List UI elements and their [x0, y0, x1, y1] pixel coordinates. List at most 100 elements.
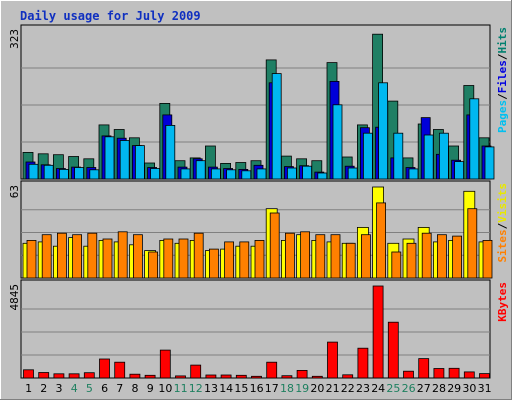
kbytes-bar: [296, 369, 308, 379]
legend-item: /: [496, 53, 509, 60]
sites-bar: [41, 234, 52, 279]
pages-bar: [438, 132, 449, 180]
sites-bar: [300, 231, 311, 279]
kbytes-bar: [220, 374, 232, 379]
kbytes-bar: [327, 341, 338, 379]
day-label: 23: [356, 382, 370, 395]
sites-bar: [421, 232, 432, 279]
sites-bar: [57, 232, 67, 279]
pages-bar: [43, 164, 54, 180]
day-label: 7: [116, 382, 123, 395]
day-label: 14: [219, 382, 233, 395]
day-label: 31: [478, 382, 492, 395]
day-label: 22: [341, 382, 355, 395]
kbytes-bar: [235, 374, 247, 379]
sites-bar: [26, 239, 37, 279]
kbytes-bar: [266, 361, 278, 379]
legend-item: /: [496, 93, 509, 100]
pages-bar: [317, 172, 328, 180]
pages-bar: [484, 146, 495, 180]
kbytes-bar: [342, 374, 354, 379]
kbytes-bar: [190, 364, 202, 379]
pages-bar: [74, 167, 84, 180]
day-label: 4: [71, 382, 78, 395]
day-label: 16: [250, 382, 264, 395]
kbytes-bar: [357, 347, 369, 379]
legend-item: KBytes: [496, 282, 509, 322]
day-label: 11: [174, 382, 188, 395]
pages-bar: [362, 132, 373, 180]
sites-bar: [284, 232, 295, 279]
sites-bar: [376, 202, 387, 279]
series-kbytes: [23, 285, 490, 379]
kbytes-bar: [23, 369, 34, 379]
kbytes-bar: [403, 370, 414, 379]
day-label: 26: [402, 382, 416, 395]
kbytes-bar: [418, 358, 430, 379]
pages-bar: [210, 168, 221, 180]
pages-bar: [271, 73, 282, 180]
day-label: 13: [204, 382, 218, 395]
legend-label: Pages/Files/Hits: [496, 27, 509, 133]
kbytes-bar: [83, 372, 95, 379]
panel-2: 63 Sites/Visits: [8, 180, 509, 279]
day-label: 15: [234, 382, 248, 395]
kbytes-bar: [159, 349, 171, 379]
pages-bar: [378, 82, 389, 180]
day-label: 1: [25, 382, 32, 395]
day-label: 19: [295, 382, 309, 395]
legend-label: KBytes: [496, 282, 509, 322]
pages-bar: [256, 168, 267, 180]
sites-bar: [269, 212, 280, 279]
day-label: 8: [132, 382, 139, 395]
x-axis-labels: 1 2 3 4 5 6 7 8 9 10 11 12 13 14 15 16 17 18 19 20 21 22 23 24 2…: [25, 382, 492, 395]
pages-bar: [226, 169, 237, 180]
legend-label: Sites/Visits: [496, 183, 509, 263]
day-label: 27: [417, 382, 431, 395]
day-label: 30: [462, 382, 476, 395]
pages-bar: [180, 168, 191, 180]
sites-bar: [345, 242, 356, 279]
day-label: 5: [86, 382, 93, 395]
day-label: 29: [447, 382, 461, 395]
sites-bar: [178, 238, 189, 279]
sites-bar: [239, 241, 250, 279]
sites-bar: [406, 242, 417, 279]
day-label: 6: [101, 382, 108, 395]
kbytes-bar: [68, 373, 80, 379]
day-label: 12: [189, 382, 203, 395]
pages-bar: [241, 170, 252, 180]
pages-bar: [134, 145, 145, 180]
kbytes-bar: [129, 373, 141, 379]
pages-bar: [347, 167, 358, 180]
day-label: 20: [310, 382, 324, 395]
day-label: 9: [147, 382, 154, 395]
y-max-label: 63: [8, 185, 21, 198]
sites-bar: [117, 231, 128, 279]
legend-item: /: [496, 222, 509, 229]
panel-1: 323 Pages/Files/Hits: [8, 24, 509, 180]
day-label: 25: [386, 382, 400, 395]
kbytes-bar: [205, 374, 217, 379]
sites-bar: [163, 238, 174, 279]
pages-bar: [150, 168, 161, 180]
day-label: 28: [432, 382, 446, 395]
sites-bar: [224, 241, 235, 279]
pages-bar: [89, 169, 100, 180]
sites-bar: [148, 251, 159, 279]
sites-bar: [391, 251, 402, 279]
kbytes-bar: [281, 375, 293, 379]
pages-bar: [302, 165, 313, 180]
kbytes-bar: [99, 358, 110, 379]
y-max-label: 323: [8, 29, 21, 49]
pages-bar: [195, 160, 206, 180]
sites-bar: [208, 248, 219, 279]
sites-bar: [436, 234, 447, 279]
pages-bar: [332, 104, 343, 180]
legend-item: Sites: [496, 229, 509, 262]
pages-bar: [423, 134, 434, 180]
kbytes-bar: [463, 371, 475, 379]
pages-bar: [104, 136, 115, 180]
series-pages: [28, 73, 495, 180]
